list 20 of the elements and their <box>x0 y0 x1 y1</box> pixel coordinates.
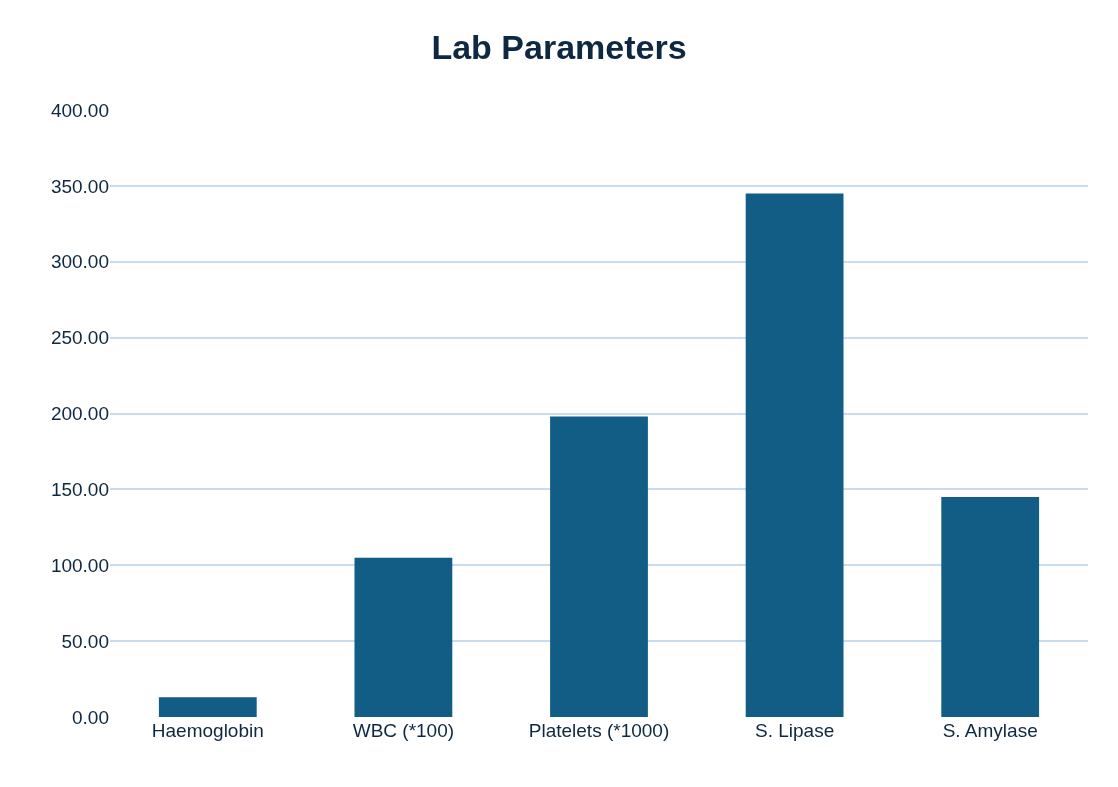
y-tick-label: 300.00 <box>50 251 109 273</box>
bar <box>354 557 453 717</box>
y-tick-label: 350.00 <box>50 175 109 197</box>
x-tick-label: S. Amylase <box>942 720 1038 741</box>
bar <box>158 697 257 717</box>
bar <box>745 193 844 717</box>
x-tick-label: Haemoglobin <box>151 720 264 741</box>
bar <box>550 416 648 717</box>
x-tick-label: Platelets (*1000) <box>528 720 670 741</box>
y-tick-label: 400.00 <box>50 99 109 121</box>
y-tick-label: 50.00 <box>61 630 109 652</box>
x-tick-label: WBC (*100) <box>352 720 455 741</box>
x-tick-label: S. Lipase <box>754 720 835 741</box>
y-tick-label: 150.00 <box>50 479 109 501</box>
y-tick-label: 100.00 <box>50 554 109 576</box>
y-tick-label: 200.00 <box>50 403 109 425</box>
bar <box>941 496 1040 717</box>
chart-title: Lab Parameters <box>431 28 687 67</box>
y-tick-label: 0.00 <box>72 706 109 728</box>
y-tick-label: 250.00 <box>50 327 109 349</box>
